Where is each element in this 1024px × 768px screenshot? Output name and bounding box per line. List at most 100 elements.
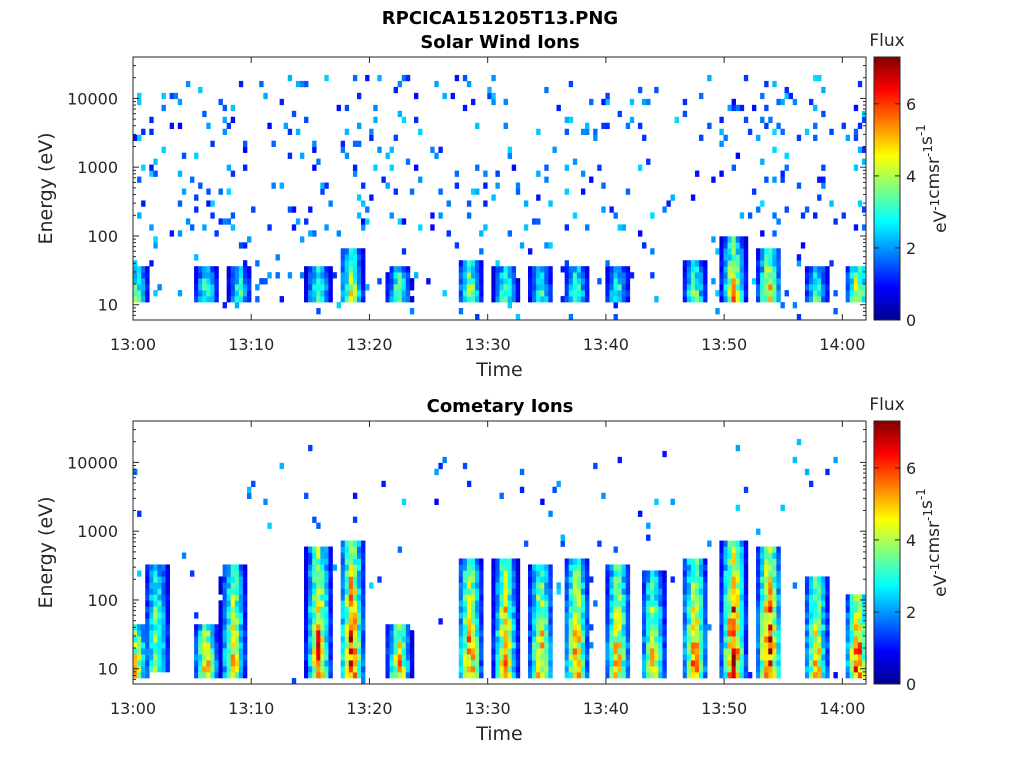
flux-cell [344,672,350,679]
flux-cell [328,672,333,679]
flux-cell [731,104,736,112]
flux-cell [133,642,138,649]
flux-cell [699,618,704,625]
flux-cell [511,654,517,661]
flux-cell [613,672,618,679]
flux-cell [242,290,248,297]
flux-cell [694,642,700,649]
flux-cell [304,218,309,225]
flux-cell [808,98,814,106]
flux-cell [495,260,500,267]
flux-cell [739,546,745,553]
flux-cell [499,570,504,577]
flux-cell [682,296,688,303]
flux-cell [817,290,822,297]
flux-cell [409,188,415,195]
flux-cell [564,558,570,565]
flux-cell [385,296,390,303]
flux-cell [308,594,313,601]
flux-cell [308,582,313,589]
flux-cell [308,272,313,279]
flux-cell [711,176,716,183]
flux-cell [491,284,496,291]
flux-cell [145,630,150,637]
flux-cell [544,570,549,577]
flux-cell [857,284,863,291]
flux-cell [523,200,529,207]
flux-cell [532,266,537,273]
flux-cell [817,588,822,595]
flux-cell [857,594,863,601]
flux-cell [393,648,398,655]
flux-cell [764,266,769,273]
flux-cell [540,636,545,643]
flux-cell [222,606,227,613]
flux-cell [576,582,582,589]
flux-cell [694,672,700,679]
flux-cell [479,672,484,679]
flux-cell [849,296,855,303]
flux-cell [764,618,769,625]
flux-cell [145,624,150,631]
flux-cell [458,278,464,285]
flux-cell [764,570,769,577]
flux-cell [813,636,818,643]
flux-cell [743,116,749,124]
flux-cell [340,642,346,649]
flux-cell [348,582,354,589]
flux-cell [316,606,321,613]
flux-cell [568,576,574,583]
flux-cell [739,660,745,667]
flux-cell [198,624,203,631]
flux-cell [735,642,741,649]
flux-cell [475,606,480,613]
flux-cell [642,618,647,625]
flux-cell [690,266,696,273]
flux-cell [813,296,818,303]
flux-cell [352,552,358,559]
flux-cell [308,290,313,297]
flux-cell [853,624,859,631]
flux-cell [137,296,142,303]
flux-cell [808,630,814,637]
flux-cell [234,278,240,285]
flux-cell [723,648,728,655]
flux-cell [699,600,704,607]
flux-cell [719,266,724,273]
flux-cell [821,86,826,94]
flux-cell [348,606,354,613]
flux-cell [650,618,655,625]
flux-cell [369,128,374,136]
flux-cell [234,570,240,577]
flux-cell [580,278,586,285]
flux-cell [613,576,618,583]
flux-cell [348,558,354,565]
flux-cell [719,648,724,655]
flux-cell [654,666,659,673]
flux-cell [536,612,541,619]
flux-cell [499,272,504,279]
flux-cell [833,672,838,679]
flux-cell [703,636,708,643]
flux-cell [511,612,517,619]
flux-cell [699,648,704,655]
flux-cell [853,660,859,667]
flux-cell [540,630,545,637]
flux-cell [511,642,517,649]
flux-cell [589,576,594,583]
flux-cell [312,660,317,667]
flux-cell [344,152,350,159]
flux-cell [324,278,329,285]
flux-cell [813,630,818,637]
flux-cell [356,212,362,219]
flux-cell [699,290,704,297]
flux-cell [507,618,513,625]
flux-cell [609,606,614,613]
flux-cell [340,594,346,601]
flux-cell [776,284,781,291]
flux-cell [133,660,138,667]
flux-cell [304,672,309,679]
flux-cell [503,672,508,679]
flux-cell [813,660,818,667]
flux-cell [617,660,622,667]
